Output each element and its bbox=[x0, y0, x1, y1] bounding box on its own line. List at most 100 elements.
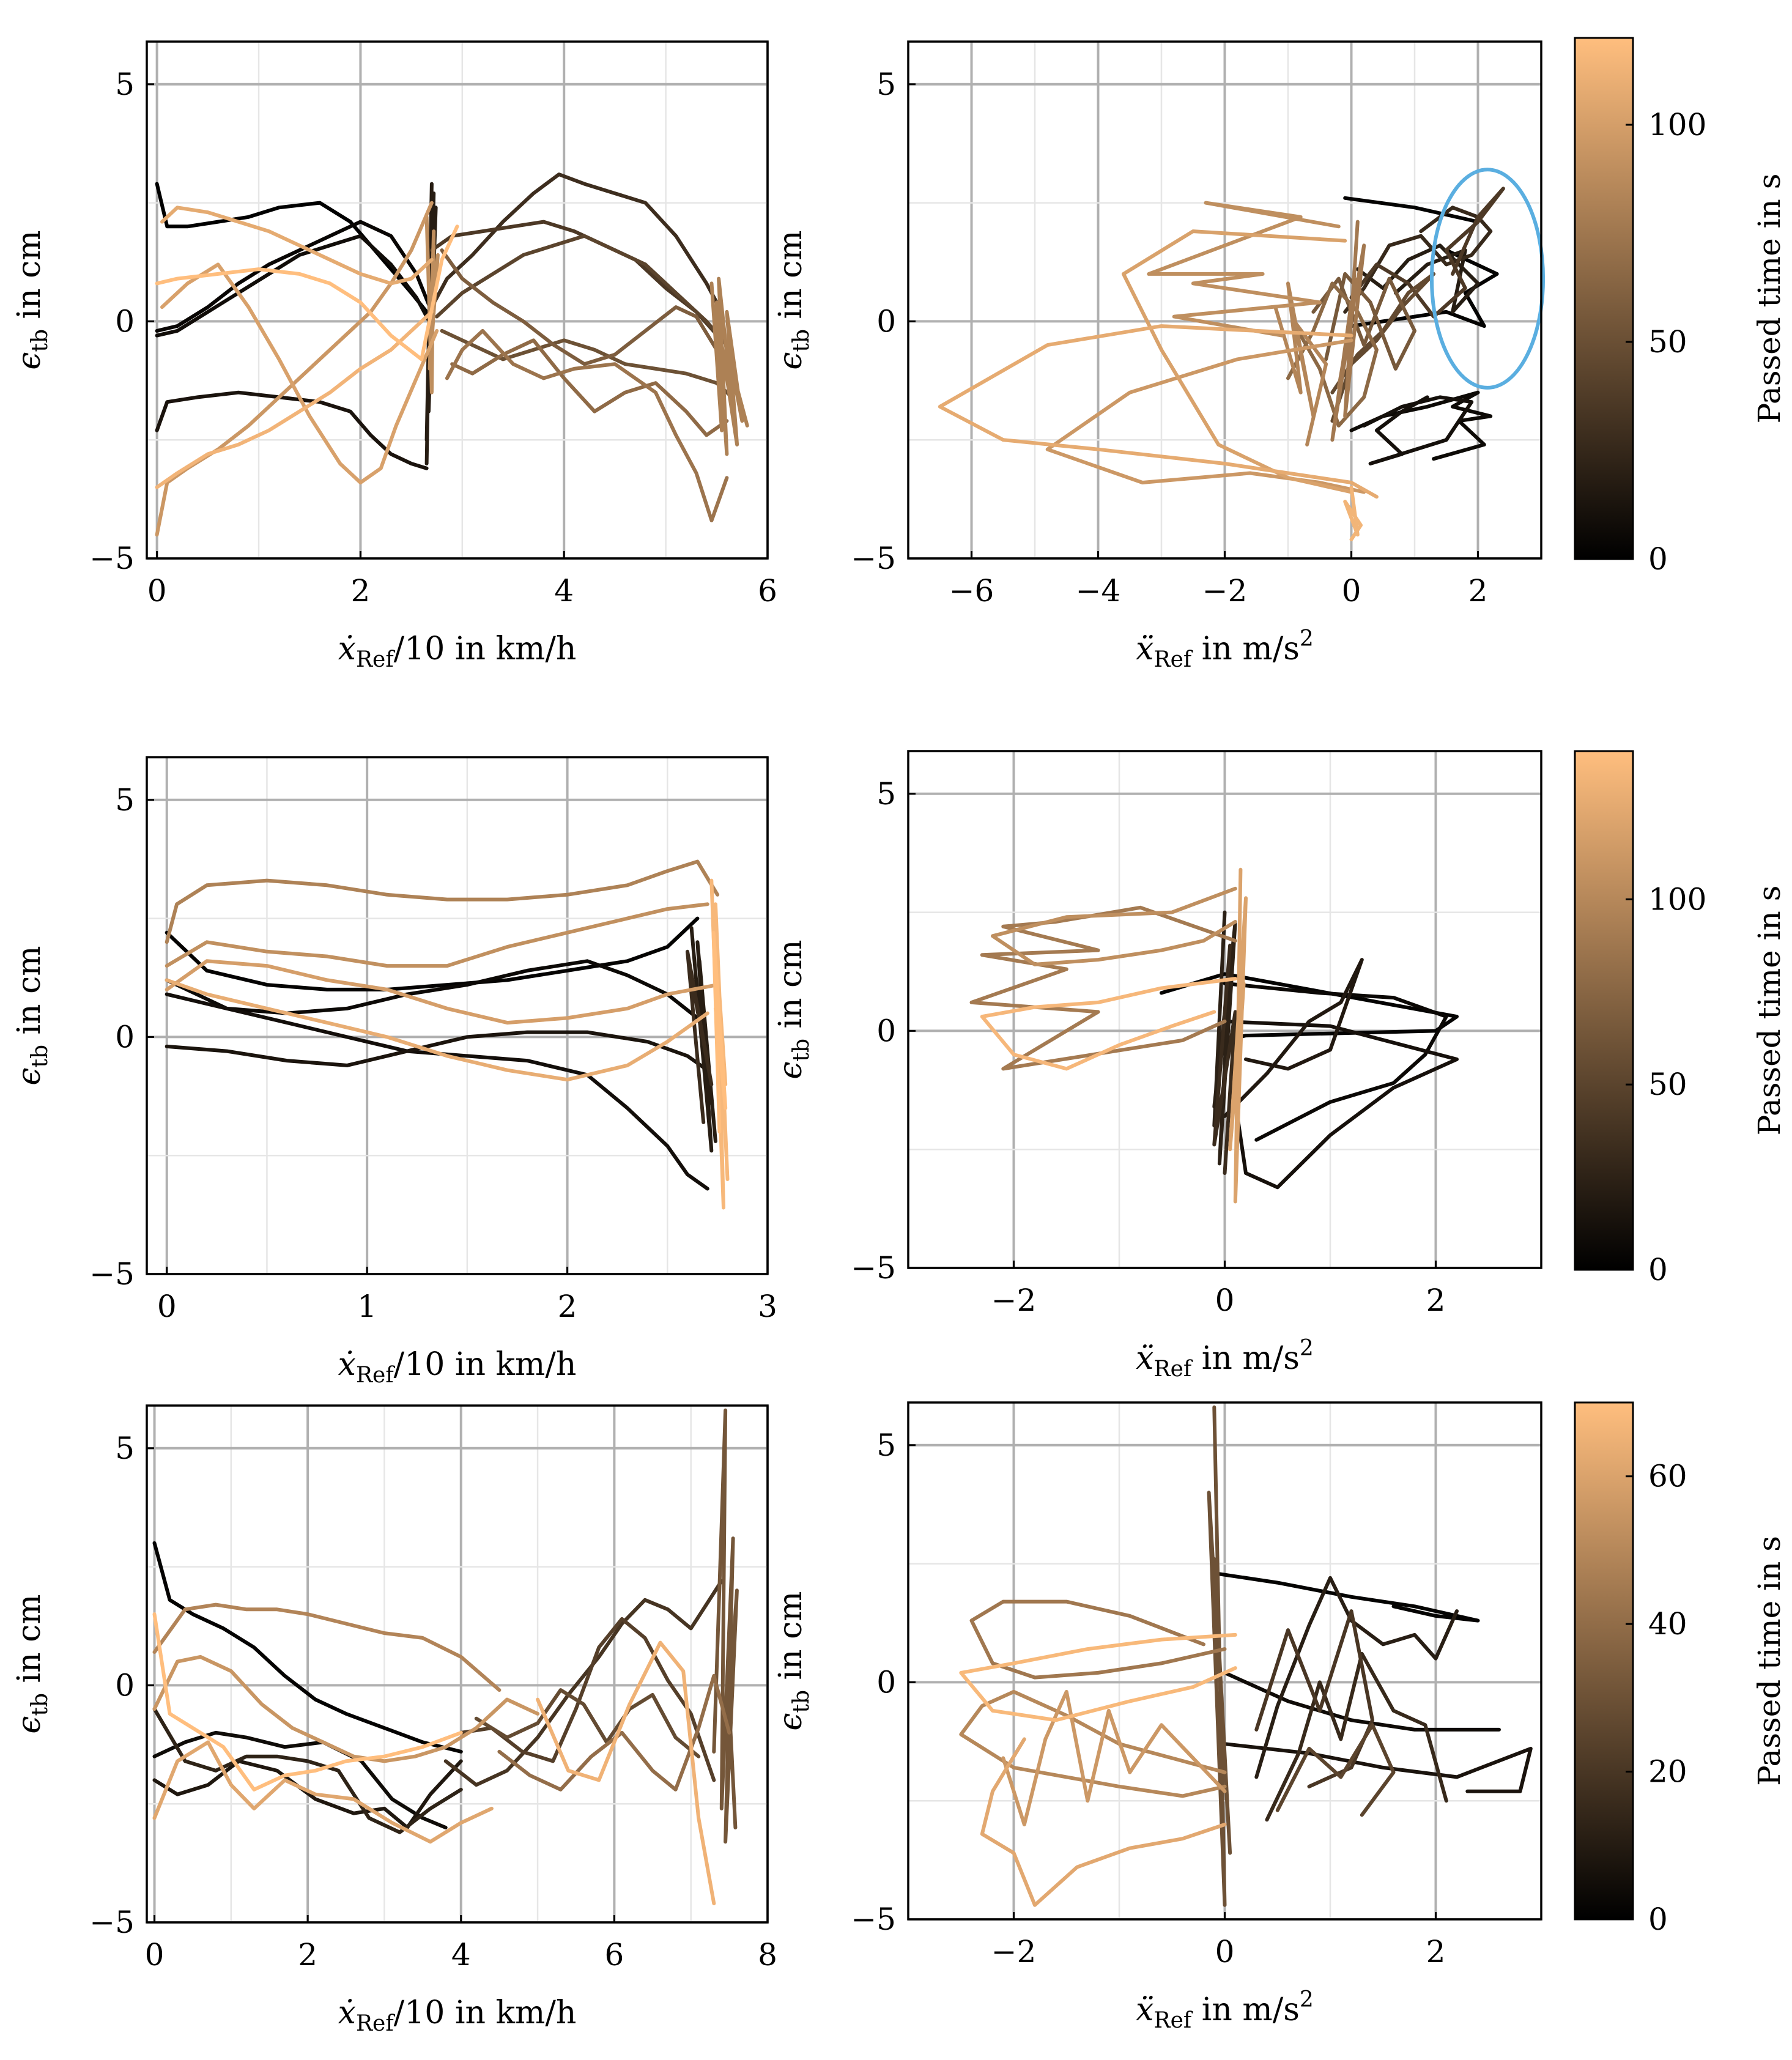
plot-frame bbox=[146, 1404, 769, 1924]
series-line-14 bbox=[424, 215, 440, 395]
colorbar-gradient bbox=[1574, 1401, 1634, 1921]
y-tick-label: −5 bbox=[89, 1256, 135, 1292]
x-axis-label: ẍRef in m/s2 bbox=[1136, 626, 1314, 672]
colorbar-label: Passed time in s bbox=[1752, 1536, 1787, 1786]
x-tick-label: 6 bbox=[604, 1937, 624, 1973]
x-tick-label: 4 bbox=[554, 573, 574, 609]
y-tick-label: 0 bbox=[115, 303, 135, 339]
series-line-16 bbox=[1343, 485, 1363, 541]
colorbar-tick-label: 20 bbox=[1648, 1754, 1687, 1790]
series-line-13 bbox=[709, 276, 749, 456]
series-line-15 bbox=[938, 324, 1379, 499]
series-line-4 bbox=[1223, 958, 1364, 1118]
series-line-9 bbox=[165, 959, 720, 1025]
series-line-10 bbox=[1330, 220, 1366, 442]
y-tick-label: 5 bbox=[876, 776, 896, 812]
series-group bbox=[152, 1408, 739, 1905]
series-line-8 bbox=[712, 1408, 739, 1844]
series-line-6 bbox=[459, 1617, 716, 1782]
series-line-13 bbox=[536, 1640, 716, 1905]
x-tick-label: 8 bbox=[758, 1937, 777, 1973]
series-line-4 bbox=[152, 1707, 463, 1834]
x-tick-label: 0 bbox=[1215, 1283, 1235, 1318]
series-line-3 bbox=[155, 234, 434, 338]
series-line-9 bbox=[969, 1599, 1227, 1680]
series-line-6 bbox=[686, 949, 714, 1124]
x-tick-label: −2 bbox=[991, 1283, 1037, 1318]
panel-2: −6 −4 −2 0 2 −5 0 5 ẍRef in m/s2 ϵtb in cm 0 50 100 P… bbox=[772, 37, 1787, 672]
y-axis-label: ϵtb in cm bbox=[11, 230, 53, 369]
series-line-16 bbox=[160, 262, 439, 484]
y-tick-label: 5 bbox=[115, 1431, 135, 1466]
x-tick-label: 2 bbox=[1468, 573, 1488, 609]
series-group bbox=[959, 1405, 1533, 1907]
series-group bbox=[938, 187, 1505, 541]
series-line-7 bbox=[429, 220, 724, 343]
colorbar: 0 20 40 60 Passed time in s bbox=[1574, 1401, 1787, 1937]
series-line-10 bbox=[165, 978, 709, 1082]
y-tick-label: 0 bbox=[115, 1667, 135, 1703]
series-line-2 bbox=[1223, 1670, 1501, 1732]
series-line-9 bbox=[1286, 281, 1379, 428]
y-tick-label: −5 bbox=[851, 1902, 896, 1937]
series-line-7 bbox=[1330, 272, 1436, 423]
highlight-ellipse bbox=[1429, 168, 1546, 390]
colorbar-tick-label: 100 bbox=[1648, 107, 1706, 143]
x-tick-label: 2 bbox=[558, 1289, 577, 1324]
series-line-12 bbox=[1147, 201, 1341, 338]
series-line-18 bbox=[155, 309, 434, 489]
series-line-10 bbox=[440, 248, 734, 380]
series-line-3 bbox=[1223, 1742, 1533, 1793]
series-line-5 bbox=[1265, 1651, 1448, 1822]
series-line-2 bbox=[165, 959, 700, 1020]
panel-3: 0 1 2 3 −5 0 5 ẋRef/10 in km/h ϵtb in cm bbox=[11, 756, 777, 1388]
series-line-1 bbox=[1343, 196, 1499, 328]
series-line-8 bbox=[435, 234, 729, 347]
series-line-5 bbox=[424, 182, 438, 465]
series-line-3 bbox=[1362, 395, 1474, 465]
y-tick-label: 5 bbox=[876, 67, 896, 102]
colorbar-tick-label: 50 bbox=[1648, 324, 1687, 360]
y-tick-label: 0 bbox=[115, 1019, 135, 1054]
y-tick-label: 5 bbox=[876, 1428, 896, 1463]
x-tick-label: 2 bbox=[1426, 1283, 1446, 1318]
x-tick-label: −4 bbox=[1076, 573, 1121, 609]
series-line-9 bbox=[440, 328, 734, 399]
y-tick-label: 0 bbox=[876, 1013, 896, 1048]
series-line-3 bbox=[1223, 1019, 1459, 1190]
colorbar-gradient bbox=[1574, 750, 1634, 1271]
colorbar: 0 50 100 Passed time in s bbox=[1574, 37, 1787, 577]
x-axis-label: ẍRef in m/s2 bbox=[1136, 1987, 1314, 2033]
series-line-12 bbox=[980, 1737, 1227, 1907]
colorbar-tick-label: 50 bbox=[1648, 1067, 1687, 1102]
series-line-10 bbox=[980, 977, 1237, 1071]
series-line-2 bbox=[1223, 981, 1448, 1142]
series-line-5 bbox=[689, 926, 717, 1153]
grid bbox=[147, 1406, 769, 1924]
series-line-9 bbox=[1228, 867, 1248, 1204]
colorbar-tick-label: 0 bbox=[1648, 541, 1668, 577]
series-line-2 bbox=[152, 1730, 448, 1829]
grid bbox=[147, 757, 769, 1275]
series-line-6 bbox=[429, 172, 724, 314]
series-line-6 bbox=[1349, 187, 1505, 319]
y-axis-label: ϵtb in cm bbox=[11, 1594, 53, 1733]
y-tick-label: 5 bbox=[115, 67, 135, 102]
series-line-12 bbox=[152, 1740, 494, 1844]
panel-6: −2 0 2 −5 0 5 ẍRef in m/s2 ϵtb in cm 0 20 40 60 Pass… bbox=[772, 1401, 1787, 2033]
series-line-14 bbox=[152, 1612, 463, 1791]
y-tick-label: 0 bbox=[876, 303, 896, 339]
y-axis-label: ϵtb in cm bbox=[11, 946, 53, 1085]
x-tick-label: 0 bbox=[1342, 573, 1361, 609]
y-tick-label: −5 bbox=[89, 1905, 135, 1940]
y-axis-label: ϵtb in cm bbox=[772, 1591, 814, 1730]
series-line-1 bbox=[165, 916, 700, 991]
colorbar-tick-label: 100 bbox=[1648, 881, 1706, 917]
panel-5: 0 2 4 6 8 −5 0 5 ẋRef/10 in km/h ϵtb in cm bbox=[11, 1404, 777, 2036]
series-group bbox=[155, 172, 749, 537]
plot-frame bbox=[146, 756, 769, 1275]
series-group bbox=[969, 867, 1459, 1204]
panel-4: −2 0 2 −5 0 5 ẍRef in m/s2 ϵtb in cm 0 50 100 Passe… bbox=[772, 750, 1787, 1382]
colorbar-tick-label: 0 bbox=[1648, 1252, 1668, 1288]
colorbar-gradient bbox=[1574, 37, 1634, 560]
